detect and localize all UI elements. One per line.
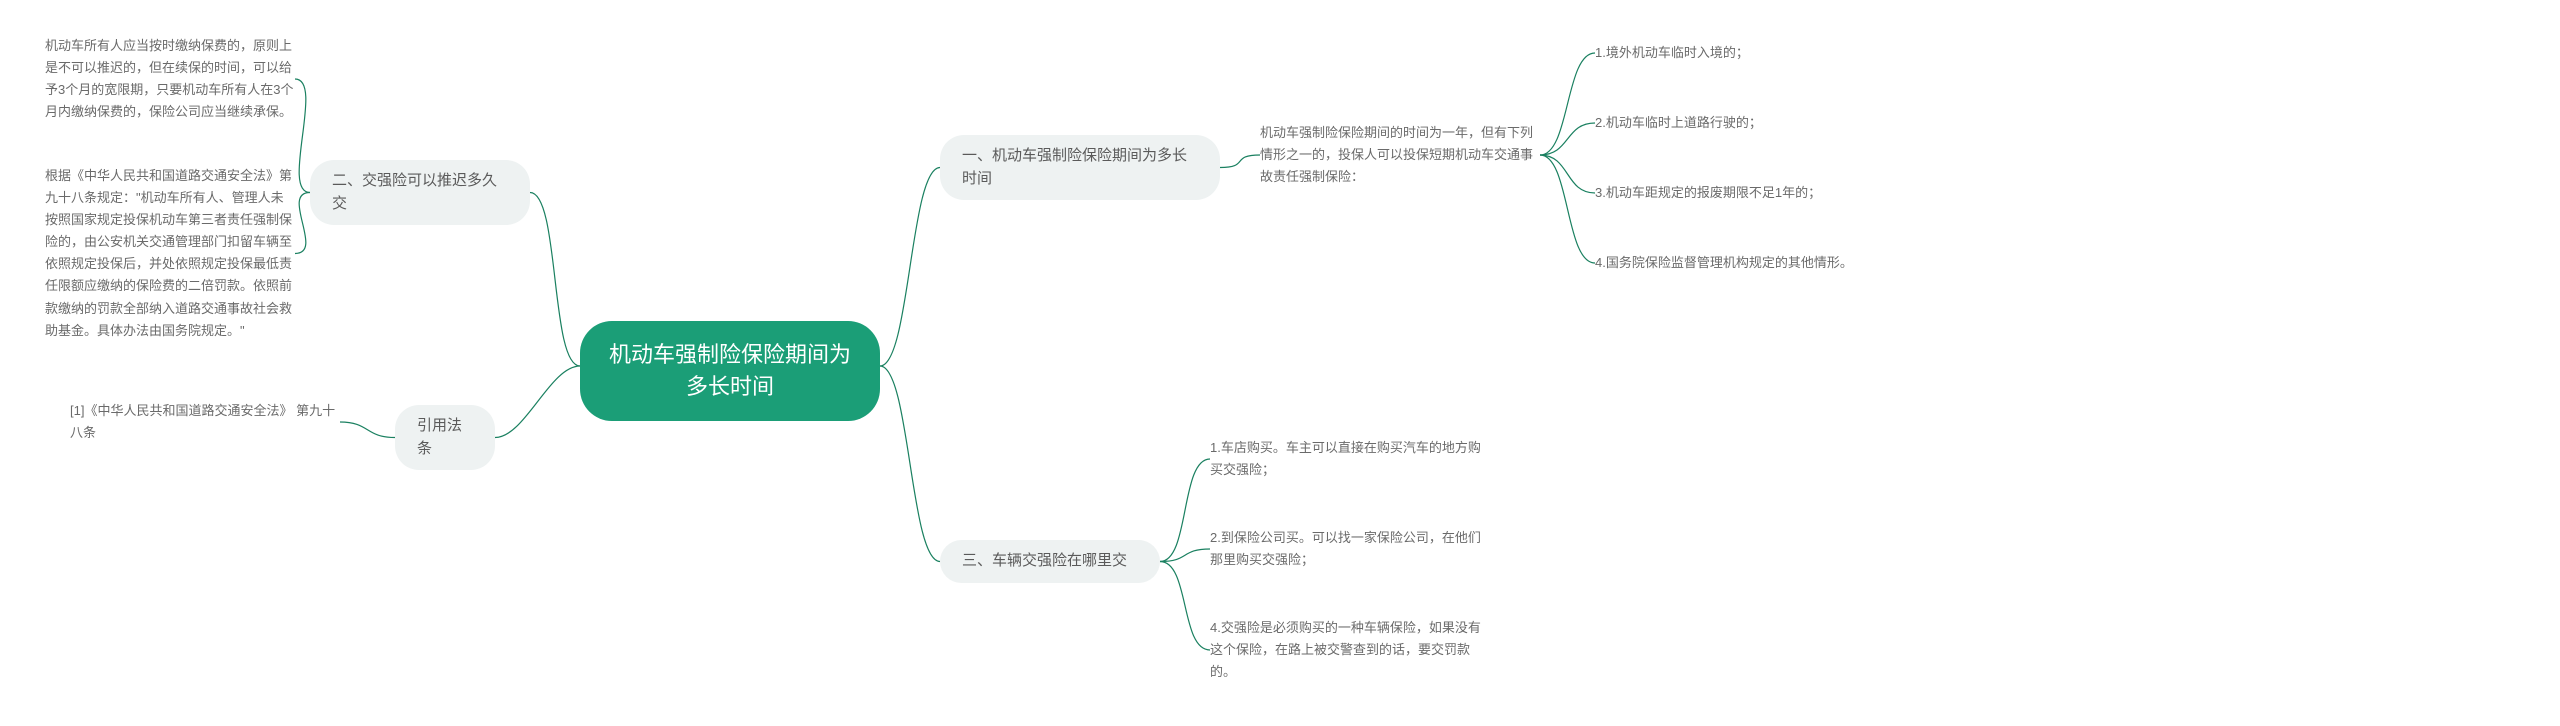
branch-right-1: 三、车辆交强险在哪里交 bbox=[940, 540, 1160, 583]
leaf-right-0-0: 1.境外机动车临时入境的； bbox=[1595, 42, 1875, 64]
mindmap-canvas: 机动车强制险保险期间为多长时间 一、机动车强制险保险期间为多长时间机动车强制险保险… bbox=[0, 0, 2560, 726]
root-node: 机动车强制险保险期间为多长时间 bbox=[580, 321, 880, 421]
leaf-right-1-1: 2.到保险公司买。可以找一家保险公司，在他们那里购买交强险； bbox=[1210, 527, 1490, 571]
branch-left-0: 二、交强险可以推迟多久交 bbox=[310, 160, 530, 225]
branch-right-0: 一、机动车强制险保险期间为多长时间 bbox=[940, 135, 1220, 200]
leaf-right-0-3: 4.国务院保险监督管理机构规定的其他情形。 bbox=[1595, 252, 1875, 274]
leaf-left-0-0: 机动车所有人应当按时缴纳保费的，原则上是不可以推迟的，但在续保的时间，可以给予3… bbox=[45, 35, 295, 123]
leaf-left-1-0: [1]《中华人民共和国道路交通安全法》 第九十八条 bbox=[70, 400, 340, 444]
leaf-right-0-1: 2.机动车临时上道路行驶的； bbox=[1595, 112, 1875, 134]
branch-right-0-sub: 机动车强制险保险期间的时间为一年，但有下列情形之一的，投保人可以投保短期机动车交… bbox=[1260, 122, 1540, 188]
branch-left-1: 引用法条 bbox=[395, 405, 495, 470]
leaf-left-0-1: 根据《中华人民共和国道路交通安全法》第九十八条规定："机动车所有人、管理人未按照… bbox=[45, 165, 295, 342]
leaf-right-0-2: 3.机动车距规定的报废期限不足1年的； bbox=[1595, 182, 1875, 204]
leaf-right-1-0: 1.车店购买。车主可以直接在购买汽车的地方购买交强险； bbox=[1210, 437, 1490, 481]
leaf-right-1-2: 4.交强险是必须购买的一种车辆保险，如果没有这个保险，在路上被交警查到的话，要交… bbox=[1210, 617, 1490, 683]
